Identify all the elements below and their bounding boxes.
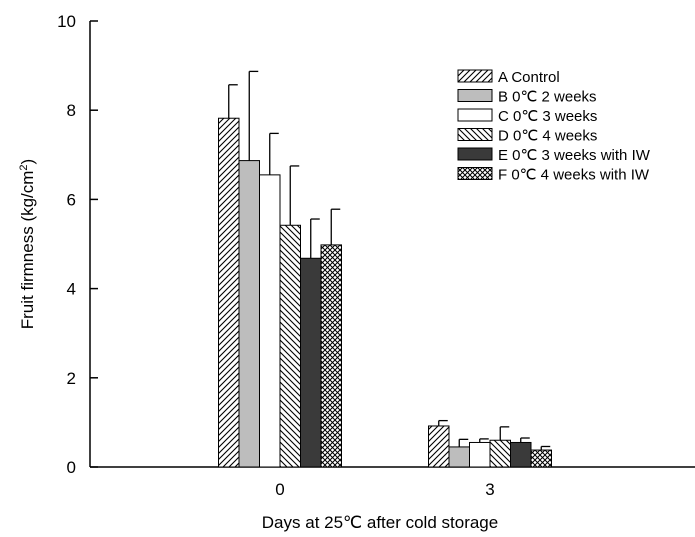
x-axis-label: Days at 25℃ after cold storage (262, 513, 498, 532)
bar (489, 439, 511, 468)
bar (428, 425, 450, 468)
y-axis-label-suffix: ) (18, 159, 37, 165)
bar (300, 257, 322, 468)
y-tick-label: 10 (57, 12, 76, 31)
y-axis-label-main: Fruit firmness (kg/cm (18, 171, 37, 330)
bar (448, 446, 470, 468)
x-tick-label: 0 (275, 480, 284, 499)
bar (320, 244, 342, 468)
bar-series (218, 70, 552, 468)
legend-label: C 0℃ 3 weeks (498, 108, 597, 125)
legend: A Control B 0℃ 2 weeks C 0℃ 3 weeks D 0℃ 4 … (457, 69, 651, 184)
y-tick-label: 8 (67, 101, 76, 120)
legend-swatch (457, 89, 493, 102)
legend-label: E 0℃ 3 weeks with IW (498, 147, 651, 164)
legend-label: F 0℃ 4 weeks with IW (498, 167, 650, 184)
y-axis-label-superscript: 2 (18, 164, 30, 170)
bar (530, 449, 552, 468)
y-axis-label: Fruit firmness (kg/cm2) (18, 159, 37, 329)
legend-swatch (457, 147, 493, 161)
legend-label: A Control (498, 69, 560, 86)
y-tick-label: 4 (67, 280, 76, 299)
legend-swatch (457, 167, 493, 180)
legend-label: D 0℃ 4 weeks (498, 128, 597, 145)
bar (279, 224, 301, 468)
y-tick-label: 2 (67, 369, 76, 388)
bar (510, 441, 532, 468)
bar (469, 441, 491, 468)
bar (238, 160, 260, 468)
x-tick-label: 3 (485, 480, 494, 499)
bar (259, 174, 281, 468)
y-ticks: 0 2 4 6 8 10 (57, 12, 98, 477)
y-tick-label: 6 (67, 190, 76, 209)
legend-swatch (457, 69, 493, 83)
y-tick-label: 0 (67, 458, 76, 477)
legend-label: B 0℃ 2 weeks (498, 89, 597, 106)
bar (218, 117, 240, 468)
legend-swatch (457, 128, 493, 141)
legend-swatch (457, 108, 493, 122)
